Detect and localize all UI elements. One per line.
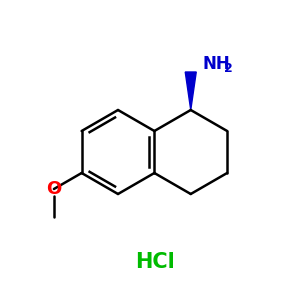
Text: 2: 2 xyxy=(224,61,233,74)
Text: O: O xyxy=(46,180,62,198)
Text: NH: NH xyxy=(203,55,230,73)
Text: HCl: HCl xyxy=(135,252,175,272)
Polygon shape xyxy=(185,72,196,110)
